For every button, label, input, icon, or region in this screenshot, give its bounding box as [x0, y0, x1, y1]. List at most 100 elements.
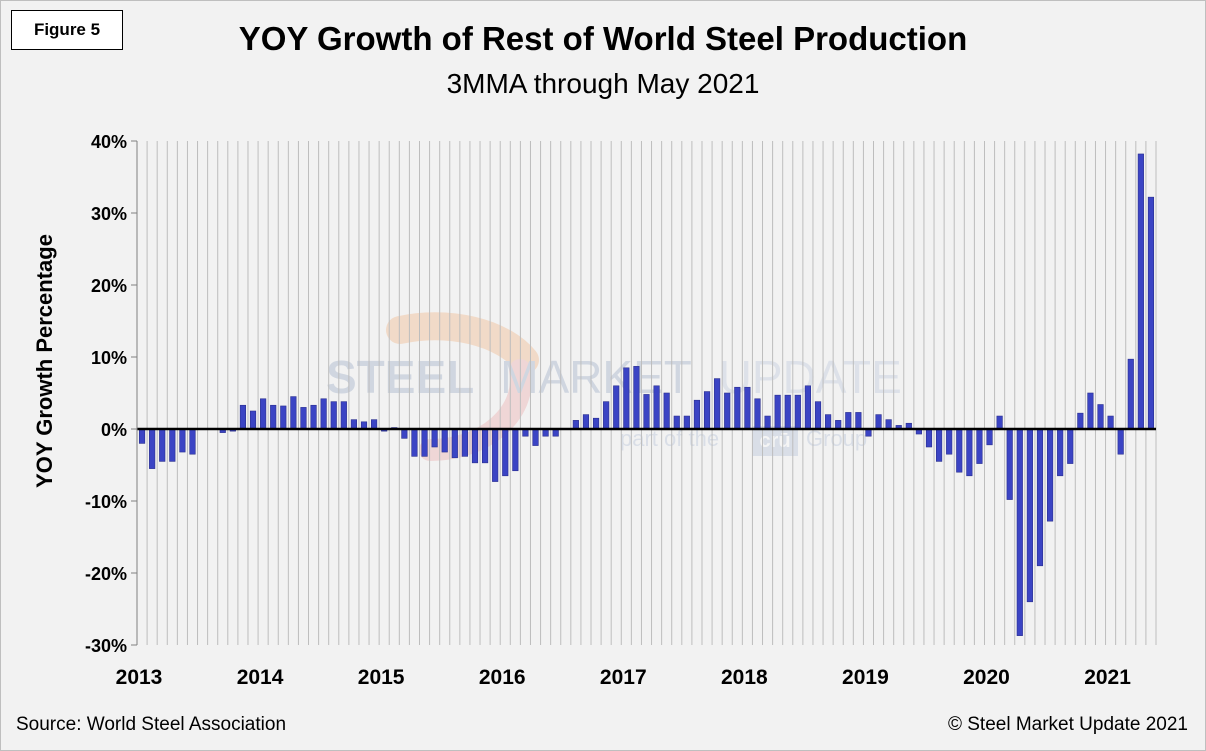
bar: [714, 378, 721, 430]
bar: [1026, 428, 1033, 603]
bar: [492, 428, 499, 482]
y-tick-labels: -30% -20% -10% 0% 10% 20% 30% 40%: [85, 132, 137, 656]
bar: [966, 428, 973, 477]
y-axis-title: YOY Growth Percentage: [32, 234, 57, 488]
y-tick-label: 40%: [91, 132, 127, 152]
watermark-cru-text: crū: [759, 430, 790, 452]
bar: [189, 428, 196, 455]
bar: [603, 401, 610, 430]
y-tick-label: 10%: [91, 348, 127, 368]
y-tick-label: -20%: [85, 564, 127, 584]
y-tick-label: 0%: [101, 420, 127, 440]
x-tick-label: 2016: [479, 666, 526, 689]
bar: [986, 428, 993, 446]
x-tick-label: 2015: [358, 666, 405, 689]
x-tick-label: 2021: [1084, 666, 1131, 689]
bar: [643, 394, 650, 430]
bar: [673, 415, 680, 430]
bar: [774, 394, 781, 430]
figure-label: Figure 5: [11, 10, 123, 50]
bars: [138, 153, 1155, 636]
bar: [270, 404, 277, 430]
bar: [572, 420, 579, 430]
bar: [461, 428, 468, 457]
bar: [431, 428, 438, 448]
chart-title: YOY Growth of Rest of World Steel Produc…: [238, 20, 968, 57]
bar: [451, 428, 458, 459]
bar: [1016, 428, 1023, 636]
bar: [421, 428, 428, 457]
bar: [481, 428, 489, 464]
source-note: Source: World Steel Association: [16, 714, 287, 735]
bar: [471, 428, 479, 464]
bar: [885, 419, 892, 430]
bar: [764, 415, 771, 430]
bar: [1087, 392, 1094, 430]
bar: [280, 405, 287, 430]
watermark-cru-box: [752, 426, 798, 456]
y-tick-label: 20%: [91, 276, 127, 296]
bar: [592, 417, 600, 430]
bar: [1117, 428, 1124, 455]
bar: [845, 412, 852, 430]
bar: [340, 401, 347, 430]
bar: [1127, 358, 1134, 430]
chart-subtitle: 3MMA through May 2021: [446, 68, 760, 99]
bar: [310, 404, 317, 430]
bar: [734, 386, 741, 430]
watermark-swoosh: [386, 312, 539, 374]
bar: [996, 415, 1003, 430]
bar: [1147, 196, 1155, 430]
bar: [875, 414, 882, 430]
x-tick-label: 2019: [842, 666, 889, 689]
bar: [693, 399, 701, 430]
copyright-note: © Steel Market Update 2021: [947, 714, 1188, 735]
bar: [724, 392, 731, 430]
bar: [946, 428, 953, 455]
bar: [754, 398, 761, 430]
bar: [260, 398, 267, 430]
bar: [1107, 415, 1114, 430]
bar: [371, 419, 378, 430]
bar: [441, 428, 448, 453]
bar: [794, 394, 801, 430]
bar: [169, 428, 176, 462]
x-tick-labels: 2013 2014 2015 2016 2017 2018 2019 2020 2021: [116, 666, 1132, 689]
bar: [814, 401, 822, 430]
y-tick-label: -30%: [85, 636, 127, 656]
bar: [239, 404, 247, 430]
bar: [1097, 404, 1104, 430]
bar: [1036, 428, 1044, 567]
bar: [1137, 153, 1144, 430]
bar: [804, 385, 812, 430]
x-tick-label: 2013: [116, 666, 163, 689]
bar: [683, 415, 690, 430]
bar: [956, 428, 963, 473]
bar: [663, 392, 670, 430]
bar: [330, 401, 337, 430]
bar: [633, 366, 640, 430]
y-tick-label: 30%: [91, 204, 127, 224]
bar: [401, 428, 408, 439]
bar: [149, 428, 156, 469]
bar: [138, 428, 146, 444]
bar: [512, 428, 519, 472]
bar: [411, 428, 418, 457]
bar: [825, 414, 832, 430]
bar: [532, 428, 539, 446]
bar: [502, 428, 509, 477]
bar: [936, 428, 943, 462]
x-tick-label: 2014: [237, 666, 284, 689]
bar: [623, 367, 630, 430]
bar: [925, 428, 933, 448]
bar: [1057, 428, 1064, 477]
bar: [784, 394, 791, 430]
bar: [179, 428, 186, 453]
bar: [703, 391, 711, 430]
bar: [976, 428, 983, 464]
bar: [249, 410, 257, 430]
bar: [1046, 428, 1054, 522]
bar: [1006, 428, 1013, 500]
bar: [582, 414, 590, 430]
